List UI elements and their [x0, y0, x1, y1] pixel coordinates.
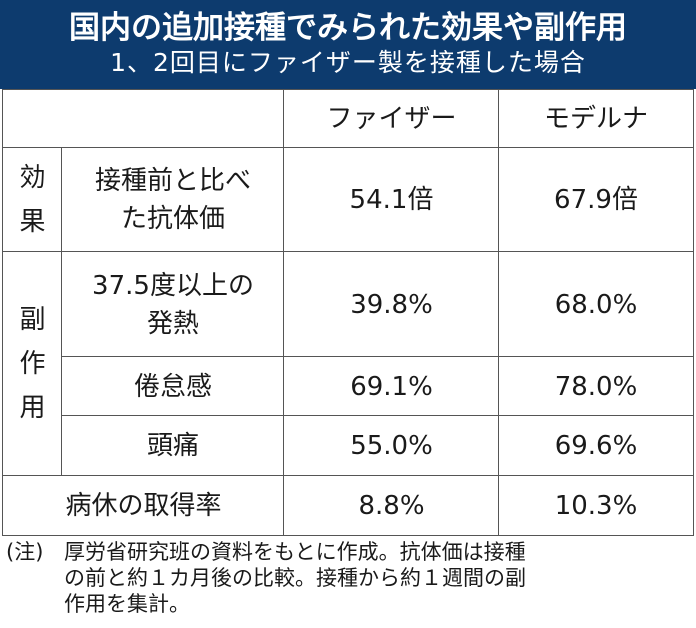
header-band: 国内の追加接種でみられた効果や副作用 1、2回目にファイザー製を接種した場合 [0, 0, 696, 89]
comparison-table: ファイザー モデルナ 効 果 接種前と比べ た抗体価 54.1倍 67.9倍 副… [2, 89, 694, 536]
column-header-pfizer: ファイザー [283, 89, 500, 149]
table-corner-cell [2, 89, 285, 149]
value-antibody-moderna: 67.9倍 [498, 147, 694, 253]
row-label-antibody: 接種前と比べ た抗体価 [61, 147, 285, 253]
page-title: 国内の追加接種でみられた効果や副作用 [69, 10, 627, 46]
value-fever-moderna: 68.0% [498, 251, 694, 358]
group-label-effect: 効 果 [2, 147, 63, 253]
row-label-headache: 頭痛 [61, 415, 285, 477]
page-subtitle: 1、2回目にファイザー製を接種した場合 [110, 48, 586, 77]
value-headache-moderna: 69.6% [498, 415, 694, 477]
row-label-fatigue: 倦怠感 [61, 356, 285, 417]
value-fatigue-moderna: 78.0% [498, 356, 694, 417]
value-fatigue-pfizer: 69.1% [283, 356, 500, 417]
group-label-side-effects: 副 作 用 [2, 251, 63, 477]
row-label-sick-leave: 病休の取得率 [2, 475, 285, 536]
footnote-line-1: 厚労省研究班の資料をもとに作成。抗体価は接種 [64, 540, 526, 564]
value-sick-leave-moderna: 10.3% [498, 475, 694, 536]
value-antibody-pfizer: 54.1倍 [283, 147, 500, 253]
column-header-moderna: モデルナ [498, 89, 694, 149]
footnote-line-3: 作用を集計。 [64, 592, 190, 616]
row-label-fever: 37.5度以上の 発熱 [61, 251, 285, 358]
value-headache-pfizer: 55.0% [283, 415, 500, 477]
footnote-line-2: の前と約１カ月後の比較。接種から約１週間の副 [64, 566, 526, 590]
value-sick-leave-pfizer: 8.8% [283, 475, 500, 536]
footnote-label: (注) [6, 540, 44, 564]
value-fever-pfizer: 39.8% [283, 251, 500, 358]
footnote: (注) 厚労省研究班の資料をもとに作成。抗体価は接種 の前と約１カ月後の比較。接… [6, 539, 686, 617]
